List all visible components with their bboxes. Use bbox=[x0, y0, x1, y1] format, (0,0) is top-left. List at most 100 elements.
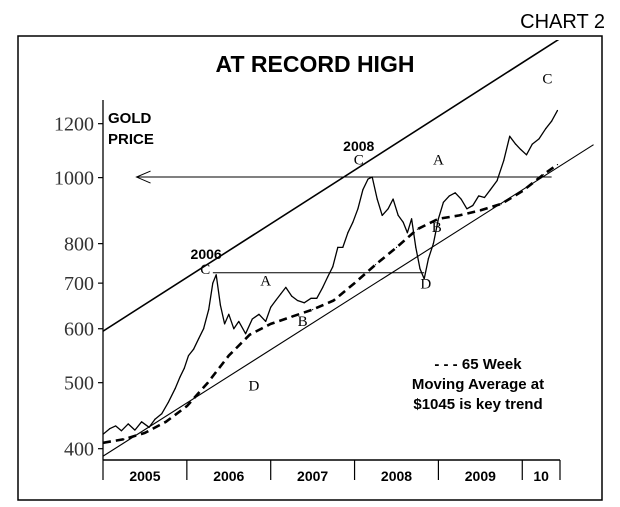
price-point bbox=[478, 195, 480, 197]
price-point bbox=[208, 309, 210, 311]
price-point bbox=[371, 176, 373, 178]
price-point bbox=[362, 189, 364, 191]
legend-line-1: - - - 65 Week bbox=[434, 356, 522, 373]
wave-label: B bbox=[298, 314, 308, 330]
price-point bbox=[483, 196, 486, 199]
ma-point bbox=[500, 203, 502, 205]
price-point bbox=[509, 135, 511, 137]
price-point bbox=[472, 204, 474, 207]
price-point bbox=[212, 282, 214, 284]
price-point bbox=[192, 348, 195, 350]
ma-point bbox=[556, 163, 559, 166]
y-tick-label: 400 bbox=[64, 439, 94, 461]
ma-point bbox=[542, 174, 544, 176]
price-point bbox=[316, 297, 318, 299]
price-point bbox=[265, 320, 267, 323]
ma-point bbox=[207, 382, 209, 384]
axes: 1200 1000 800 700 600 500 400 2005 2006 2007 2008 2… bbox=[54, 100, 561, 484]
price-point bbox=[327, 276, 329, 278]
plot-contents bbox=[103, 40, 594, 457]
ma-point bbox=[270, 323, 272, 325]
price-point bbox=[127, 423, 129, 425]
x-year-label: 2009 bbox=[465, 468, 496, 484]
price-point bbox=[154, 418, 156, 420]
price-point bbox=[352, 221, 354, 223]
ma-point bbox=[395, 246, 398, 248]
price-point bbox=[332, 266, 334, 268]
year-annotation: 2006 bbox=[191, 246, 222, 262]
wave-label: C bbox=[354, 153, 364, 169]
x-year-label: 2005 bbox=[129, 468, 160, 484]
price-point bbox=[496, 179, 498, 182]
price-point bbox=[228, 313, 230, 315]
ma-point bbox=[165, 421, 167, 423]
chart-number-label: CHART 2 bbox=[520, 11, 605, 33]
wave-label: C bbox=[542, 71, 552, 87]
price-point bbox=[442, 201, 445, 203]
price-point bbox=[402, 221, 404, 223]
wave-label: A bbox=[260, 273, 271, 289]
x-year-label: 2008 bbox=[381, 468, 412, 484]
price-point bbox=[432, 243, 434, 245]
ma-point bbox=[228, 354, 230, 357]
x-year-label: 10 bbox=[533, 468, 549, 484]
price-point bbox=[347, 232, 349, 234]
price-point bbox=[545, 128, 547, 130]
price-point bbox=[392, 198, 394, 200]
wave-label: C bbox=[200, 262, 210, 278]
price-point bbox=[183, 367, 185, 369]
price-point bbox=[415, 246, 417, 248]
price-point bbox=[203, 328, 205, 330]
price-point bbox=[223, 323, 226, 325]
wave-label: B bbox=[432, 220, 442, 236]
price-point bbox=[410, 218, 413, 220]
price-point bbox=[219, 304, 221, 306]
x-year-label: 2007 bbox=[297, 468, 328, 484]
price-point bbox=[357, 208, 359, 210]
price-point bbox=[423, 278, 425, 280]
x-year-label: 2006 bbox=[213, 468, 244, 484]
ma-point bbox=[521, 190, 523, 192]
ma-point bbox=[437, 218, 440, 220]
upper-channel-line bbox=[103, 40, 560, 333]
price-point bbox=[556, 109, 559, 112]
price-point bbox=[215, 274, 217, 276]
price-point bbox=[531, 143, 533, 145]
price-point bbox=[448, 195, 450, 197]
price-point bbox=[454, 192, 456, 194]
wave-label: D bbox=[249, 378, 260, 394]
y-tick-label: 500 bbox=[64, 373, 94, 395]
price-point bbox=[538, 138, 540, 140]
price-point bbox=[140, 421, 143, 423]
legend-line-3: $1045 is key trend bbox=[413, 396, 542, 413]
outer-frame bbox=[17, 35, 603, 501]
price-point bbox=[427, 258, 429, 260]
ylabel-price: PRICE bbox=[108, 131, 154, 148]
y-tick-label: 1200 bbox=[54, 114, 94, 136]
ma-point bbox=[291, 316, 293, 318]
price-point bbox=[134, 429, 136, 431]
ma-point bbox=[479, 209, 481, 212]
price-point bbox=[489, 189, 492, 191]
y-tick-label: 1000 bbox=[54, 168, 94, 190]
price-point bbox=[367, 178, 369, 180]
price-point bbox=[466, 208, 468, 210]
price-point bbox=[270, 306, 272, 308]
price-point bbox=[381, 214, 383, 217]
legend-line-2: Moving Average at bbox=[412, 376, 544, 393]
price-point bbox=[322, 286, 324, 288]
price-point bbox=[406, 232, 408, 234]
lower-channel-line bbox=[103, 144, 594, 457]
price-point bbox=[296, 299, 299, 302]
price-point bbox=[251, 318, 253, 320]
price-point bbox=[161, 413, 163, 415]
y-tick-label: 800 bbox=[64, 234, 94, 256]
y-tick-label: 700 bbox=[64, 273, 94, 295]
price-point bbox=[244, 333, 247, 335]
legend: - - - 65 Week Moving Average at $1045 is… bbox=[412, 356, 544, 413]
price-point bbox=[291, 295, 293, 297]
price-point bbox=[525, 154, 528, 156]
price-point bbox=[114, 425, 117, 427]
